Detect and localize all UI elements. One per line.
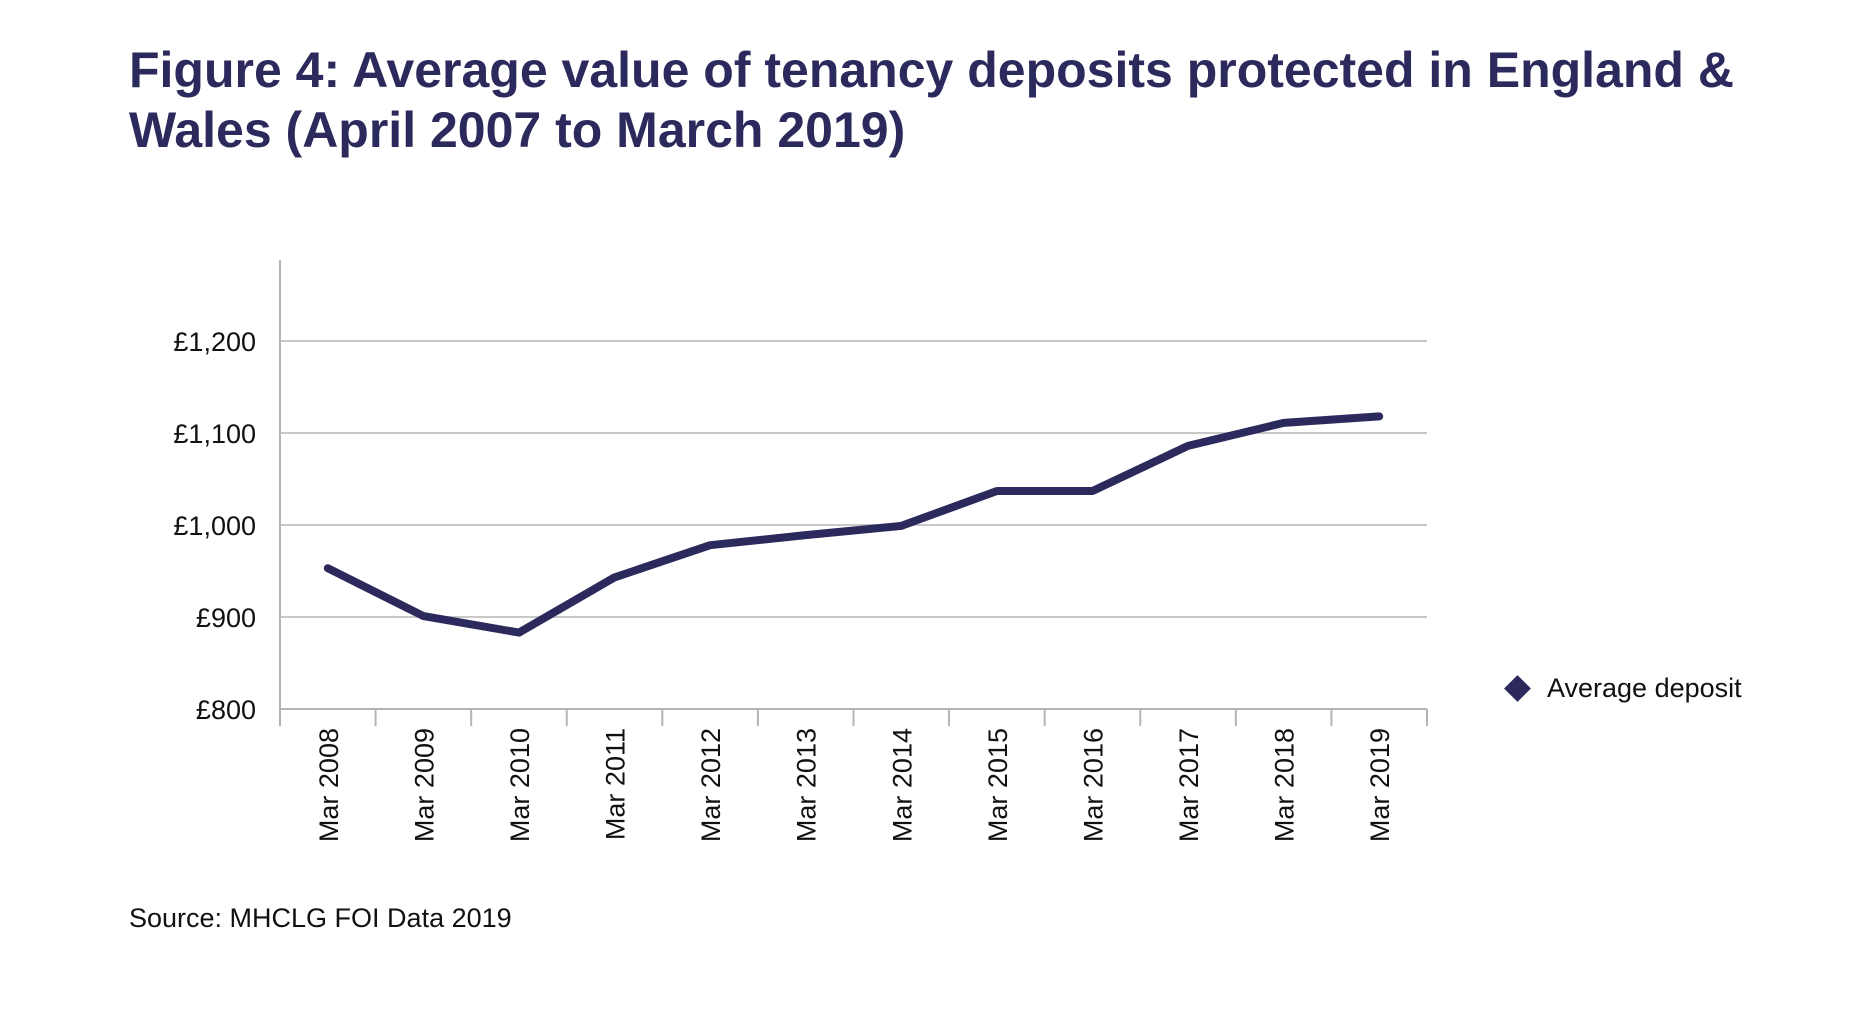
x-tick-label: Mar 2011 xyxy=(601,728,631,840)
y-tick-label: £1,100 xyxy=(173,419,256,449)
data-point xyxy=(324,564,332,572)
data-point xyxy=(802,531,810,539)
series-layer xyxy=(323,412,1384,637)
y-tick-label: £1,000 xyxy=(173,511,256,541)
gridlines xyxy=(280,340,1427,618)
x-tick-label: Mar 2019 xyxy=(1365,728,1395,842)
x-tick-label: Mar 2018 xyxy=(1270,728,1300,842)
data-point xyxy=(515,629,523,637)
x-tick-label: Mar 2014 xyxy=(887,728,917,842)
series-line-average-deposit xyxy=(323,412,1384,637)
x-tick-label: Mar 2008 xyxy=(314,728,344,842)
data-point xyxy=(1184,442,1192,450)
data-point xyxy=(706,541,714,549)
x-tick-label: Mar 2013 xyxy=(792,728,822,842)
data-point xyxy=(897,522,905,530)
x-tick-label: Mar 2015 xyxy=(983,728,1013,842)
source-note: Source: MHCLG FOI Data 2019 xyxy=(129,903,512,933)
y-tick-label: £1,200 xyxy=(173,327,256,357)
data-point xyxy=(419,612,427,620)
tick-labels: £800 £900 £1,000 £1,100 £1,200 Mar 2008 Mar 20… xyxy=(173,327,1395,842)
axes xyxy=(279,260,1428,726)
data-point xyxy=(611,573,619,581)
x-tick-label: Mar 2016 xyxy=(1078,728,1108,842)
x-tick-label: Mar 2012 xyxy=(696,728,726,842)
data-point xyxy=(993,487,1001,495)
y-tick-label: £900 xyxy=(196,603,256,633)
data-point xyxy=(1375,412,1383,420)
x-tick-label: Mar 2010 xyxy=(505,728,535,842)
y-tick-label: £800 xyxy=(196,695,256,725)
data-point xyxy=(1280,419,1288,427)
legend: Average deposit xyxy=(1504,673,1742,704)
x-tick-label: Mar 2017 xyxy=(1174,728,1204,842)
legend-label: Average deposit xyxy=(1547,673,1742,703)
chart-title: Figure 4: Average value of tenancy depos… xyxy=(129,42,1734,158)
data-point xyxy=(1088,487,1096,495)
legend-marker-diamond-icon xyxy=(1504,675,1531,702)
x-tick-label: Mar 2009 xyxy=(409,728,439,842)
